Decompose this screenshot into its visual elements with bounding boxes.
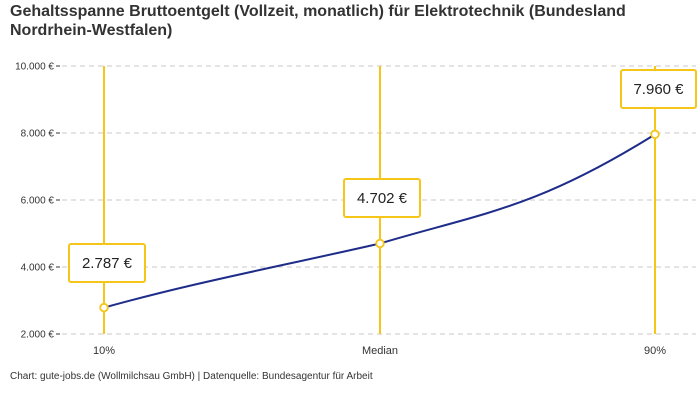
y-tick-label: 2.000 € bbox=[21, 330, 55, 341]
x-tick-label: Median bbox=[362, 345, 398, 357]
x-tick-label: 10% bbox=[93, 345, 115, 357]
value-callout: 4.702 € bbox=[343, 178, 421, 218]
data-points bbox=[99, 129, 660, 313]
value-callout: 7.960 € bbox=[620, 69, 697, 109]
y-axis-tick-labels: 2.000 € 4.000 € 6.000 € 8.000 € 10.000 € bbox=[15, 62, 60, 341]
chart-source: Chart: gute-jobs.de (Wollmilchsau GmbH) … bbox=[10, 371, 373, 382]
x-axis-tick-labels: 10% Median 90% bbox=[93, 345, 666, 357]
value-callout: 2.787 € bbox=[68, 243, 146, 283]
x-tick-label: 90% bbox=[644, 345, 666, 357]
y-tick-label: 4.000 € bbox=[21, 263, 55, 274]
data-point bbox=[99, 302, 109, 313]
y-tick-label: 10.000 € bbox=[15, 62, 54, 73]
chart-title: Gehaltsspanne Bruttoentgelt (Vollzeit, m… bbox=[10, 3, 626, 39]
y-tick-label: 6.000 € bbox=[21, 196, 55, 207]
data-point bbox=[375, 238, 385, 249]
data-point bbox=[650, 129, 660, 140]
y-tick-label: 8.000 € bbox=[21, 129, 55, 140]
